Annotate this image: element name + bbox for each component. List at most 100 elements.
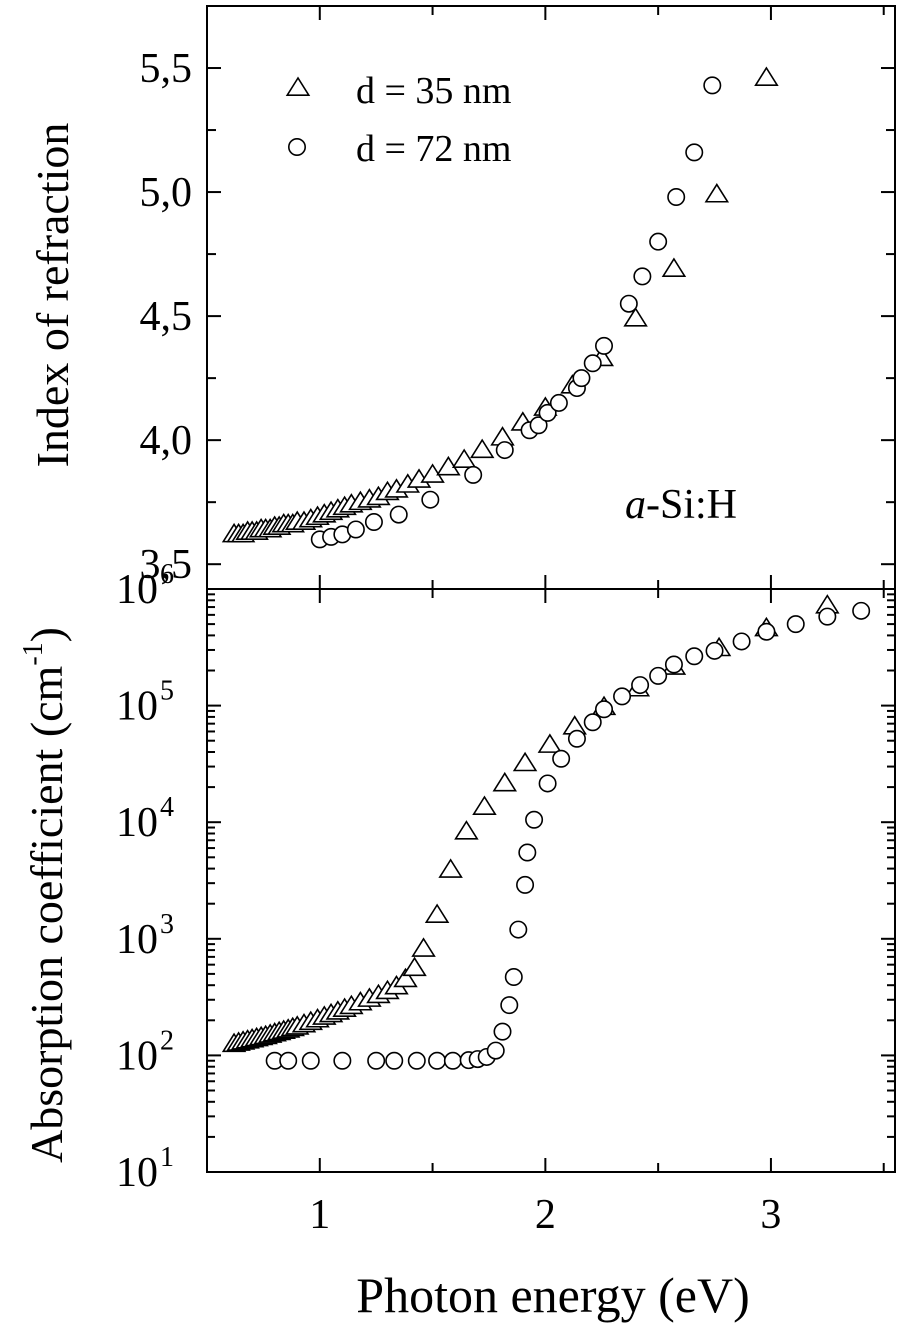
circle-marker bbox=[664, 655, 683, 674]
circle-marker bbox=[364, 513, 383, 532]
circle-marker bbox=[407, 1051, 426, 1070]
circle-marker bbox=[385, 1051, 404, 1070]
circle-marker bbox=[649, 666, 668, 685]
circle-marker bbox=[667, 188, 686, 207]
circle-marker bbox=[613, 687, 632, 706]
y-tick-label: 10 bbox=[116, 567, 158, 613]
circle-marker bbox=[685, 143, 704, 162]
refraction-panel: 3,5 4,0 4,5 5,0 5,5 Index of refraction d = … bbox=[27, 5, 896, 590]
refraction-y-tick-labels: 3,5 4,0 4,5 5,0 5,5 bbox=[140, 46, 193, 588]
circle-marker bbox=[619, 294, 638, 313]
circle-marker bbox=[500, 996, 519, 1015]
x-tick-label: 3 bbox=[760, 1192, 781, 1238]
y-tick-label-exponent: 4 bbox=[160, 792, 174, 823]
circle-marker bbox=[567, 729, 586, 748]
circle-marker bbox=[572, 369, 591, 388]
x-tick-label: 1 bbox=[309, 1192, 330, 1238]
triangle-marker bbox=[402, 956, 427, 977]
legend-markers bbox=[285, 76, 311, 157]
x-axis-label: Photon energy (eV) bbox=[356, 1267, 749, 1323]
circle-marker bbox=[279, 1051, 298, 1070]
y-tick-label: 10 bbox=[116, 917, 158, 963]
triangle-marker bbox=[393, 967, 418, 988]
triangle-marker bbox=[661, 257, 687, 277]
circle-marker bbox=[633, 267, 652, 286]
sample-label-rest: -Si:H bbox=[646, 482, 737, 528]
circle-marker bbox=[346, 520, 365, 539]
circle-marker bbox=[705, 641, 724, 660]
triangle-marker bbox=[451, 448, 477, 468]
y-tick-label: 5,0 bbox=[140, 170, 193, 216]
circle-marker bbox=[495, 441, 514, 460]
refraction-plot-frame bbox=[206, 5, 896, 590]
circle-marker bbox=[595, 336, 614, 355]
circle-marker bbox=[486, 1041, 505, 1060]
y-tick-label-exponent: 6 bbox=[160, 559, 174, 590]
circle-marker bbox=[538, 774, 557, 793]
circle-marker bbox=[685, 647, 704, 666]
y-tick-label-exponent: 3 bbox=[160, 909, 174, 940]
y-tick-label: 4,5 bbox=[140, 294, 193, 340]
circle-marker bbox=[389, 505, 408, 524]
x-tick-labels: 1 2 3 bbox=[309, 1192, 781, 1238]
absorption-y-axis-label: Absorption coefficient (cm-1) bbox=[18, 627, 72, 1163]
absorption-data-marks bbox=[221, 594, 871, 1070]
circle-marker bbox=[525, 810, 544, 829]
circle-marker bbox=[538, 403, 557, 422]
circle-marker bbox=[421, 490, 440, 509]
circle-marker bbox=[818, 607, 837, 626]
triangle-marker bbox=[424, 903, 450, 923]
triangle-marker bbox=[623, 307, 648, 327]
circle-marker bbox=[504, 968, 523, 987]
y-tick-label: 10 bbox=[116, 1033, 158, 1079]
circle-marker bbox=[631, 676, 650, 695]
circle-marker bbox=[367, 1051, 386, 1070]
circle-marker bbox=[443, 1051, 462, 1070]
y-tick-label: 10 bbox=[116, 1150, 158, 1196]
circle-marker bbox=[852, 601, 871, 620]
y-tick-label: 10 bbox=[116, 800, 158, 846]
circle-marker bbox=[529, 416, 548, 435]
legend-label-d72: d = 72 nm bbox=[356, 128, 512, 170]
legend: d = 35 nm d = 72 nm bbox=[285, 70, 512, 170]
circle-marker bbox=[516, 875, 535, 894]
triangle-marker bbox=[537, 733, 563, 753]
circle-marker bbox=[493, 1022, 512, 1041]
triangle-marker bbox=[754, 66, 779, 86]
legend-label-d35: d = 35 nm bbox=[356, 70, 512, 112]
triangle-marker bbox=[472, 795, 497, 816]
circle-marker bbox=[552, 749, 571, 768]
circle-marker bbox=[333, 1051, 352, 1070]
circle-marker bbox=[583, 713, 602, 732]
circle-marker bbox=[649, 232, 668, 251]
triangle-marker bbox=[704, 183, 730, 203]
y-tick-label-exponent: 2 bbox=[160, 1025, 174, 1056]
circle-marker bbox=[757, 622, 776, 641]
circle-marker bbox=[518, 843, 537, 862]
triangle-marker bbox=[469, 438, 495, 459]
circle-marker bbox=[428, 1051, 447, 1070]
circle-marker bbox=[583, 354, 602, 373]
circle-marker bbox=[595, 700, 614, 719]
refraction-axis-ticks bbox=[206, 5, 895, 589]
circle-marker bbox=[703, 76, 722, 95]
x-tick-label: 2 bbox=[535, 1192, 556, 1238]
absorption-plot-frame bbox=[206, 588, 896, 1173]
refraction-y-axis-label: Index of refraction bbox=[27, 123, 78, 468]
triangle-marker bbox=[512, 751, 538, 772]
absorption-y-label-end: ) bbox=[21, 627, 72, 642]
circle-marker bbox=[464, 465, 483, 484]
circle-marker bbox=[301, 1051, 320, 1070]
legend-circle-marker bbox=[287, 138, 306, 157]
legend-triangle-marker bbox=[285, 76, 311, 96]
y-tick-label: 4,0 bbox=[140, 418, 193, 464]
triangle-marker bbox=[411, 937, 436, 957]
circle-marker bbox=[786, 615, 805, 634]
circle-marker bbox=[509, 920, 528, 939]
y-tick-label: 3,5 bbox=[140, 542, 193, 588]
refraction-data-marks bbox=[221, 66, 779, 549]
circle-marker bbox=[732, 632, 751, 651]
